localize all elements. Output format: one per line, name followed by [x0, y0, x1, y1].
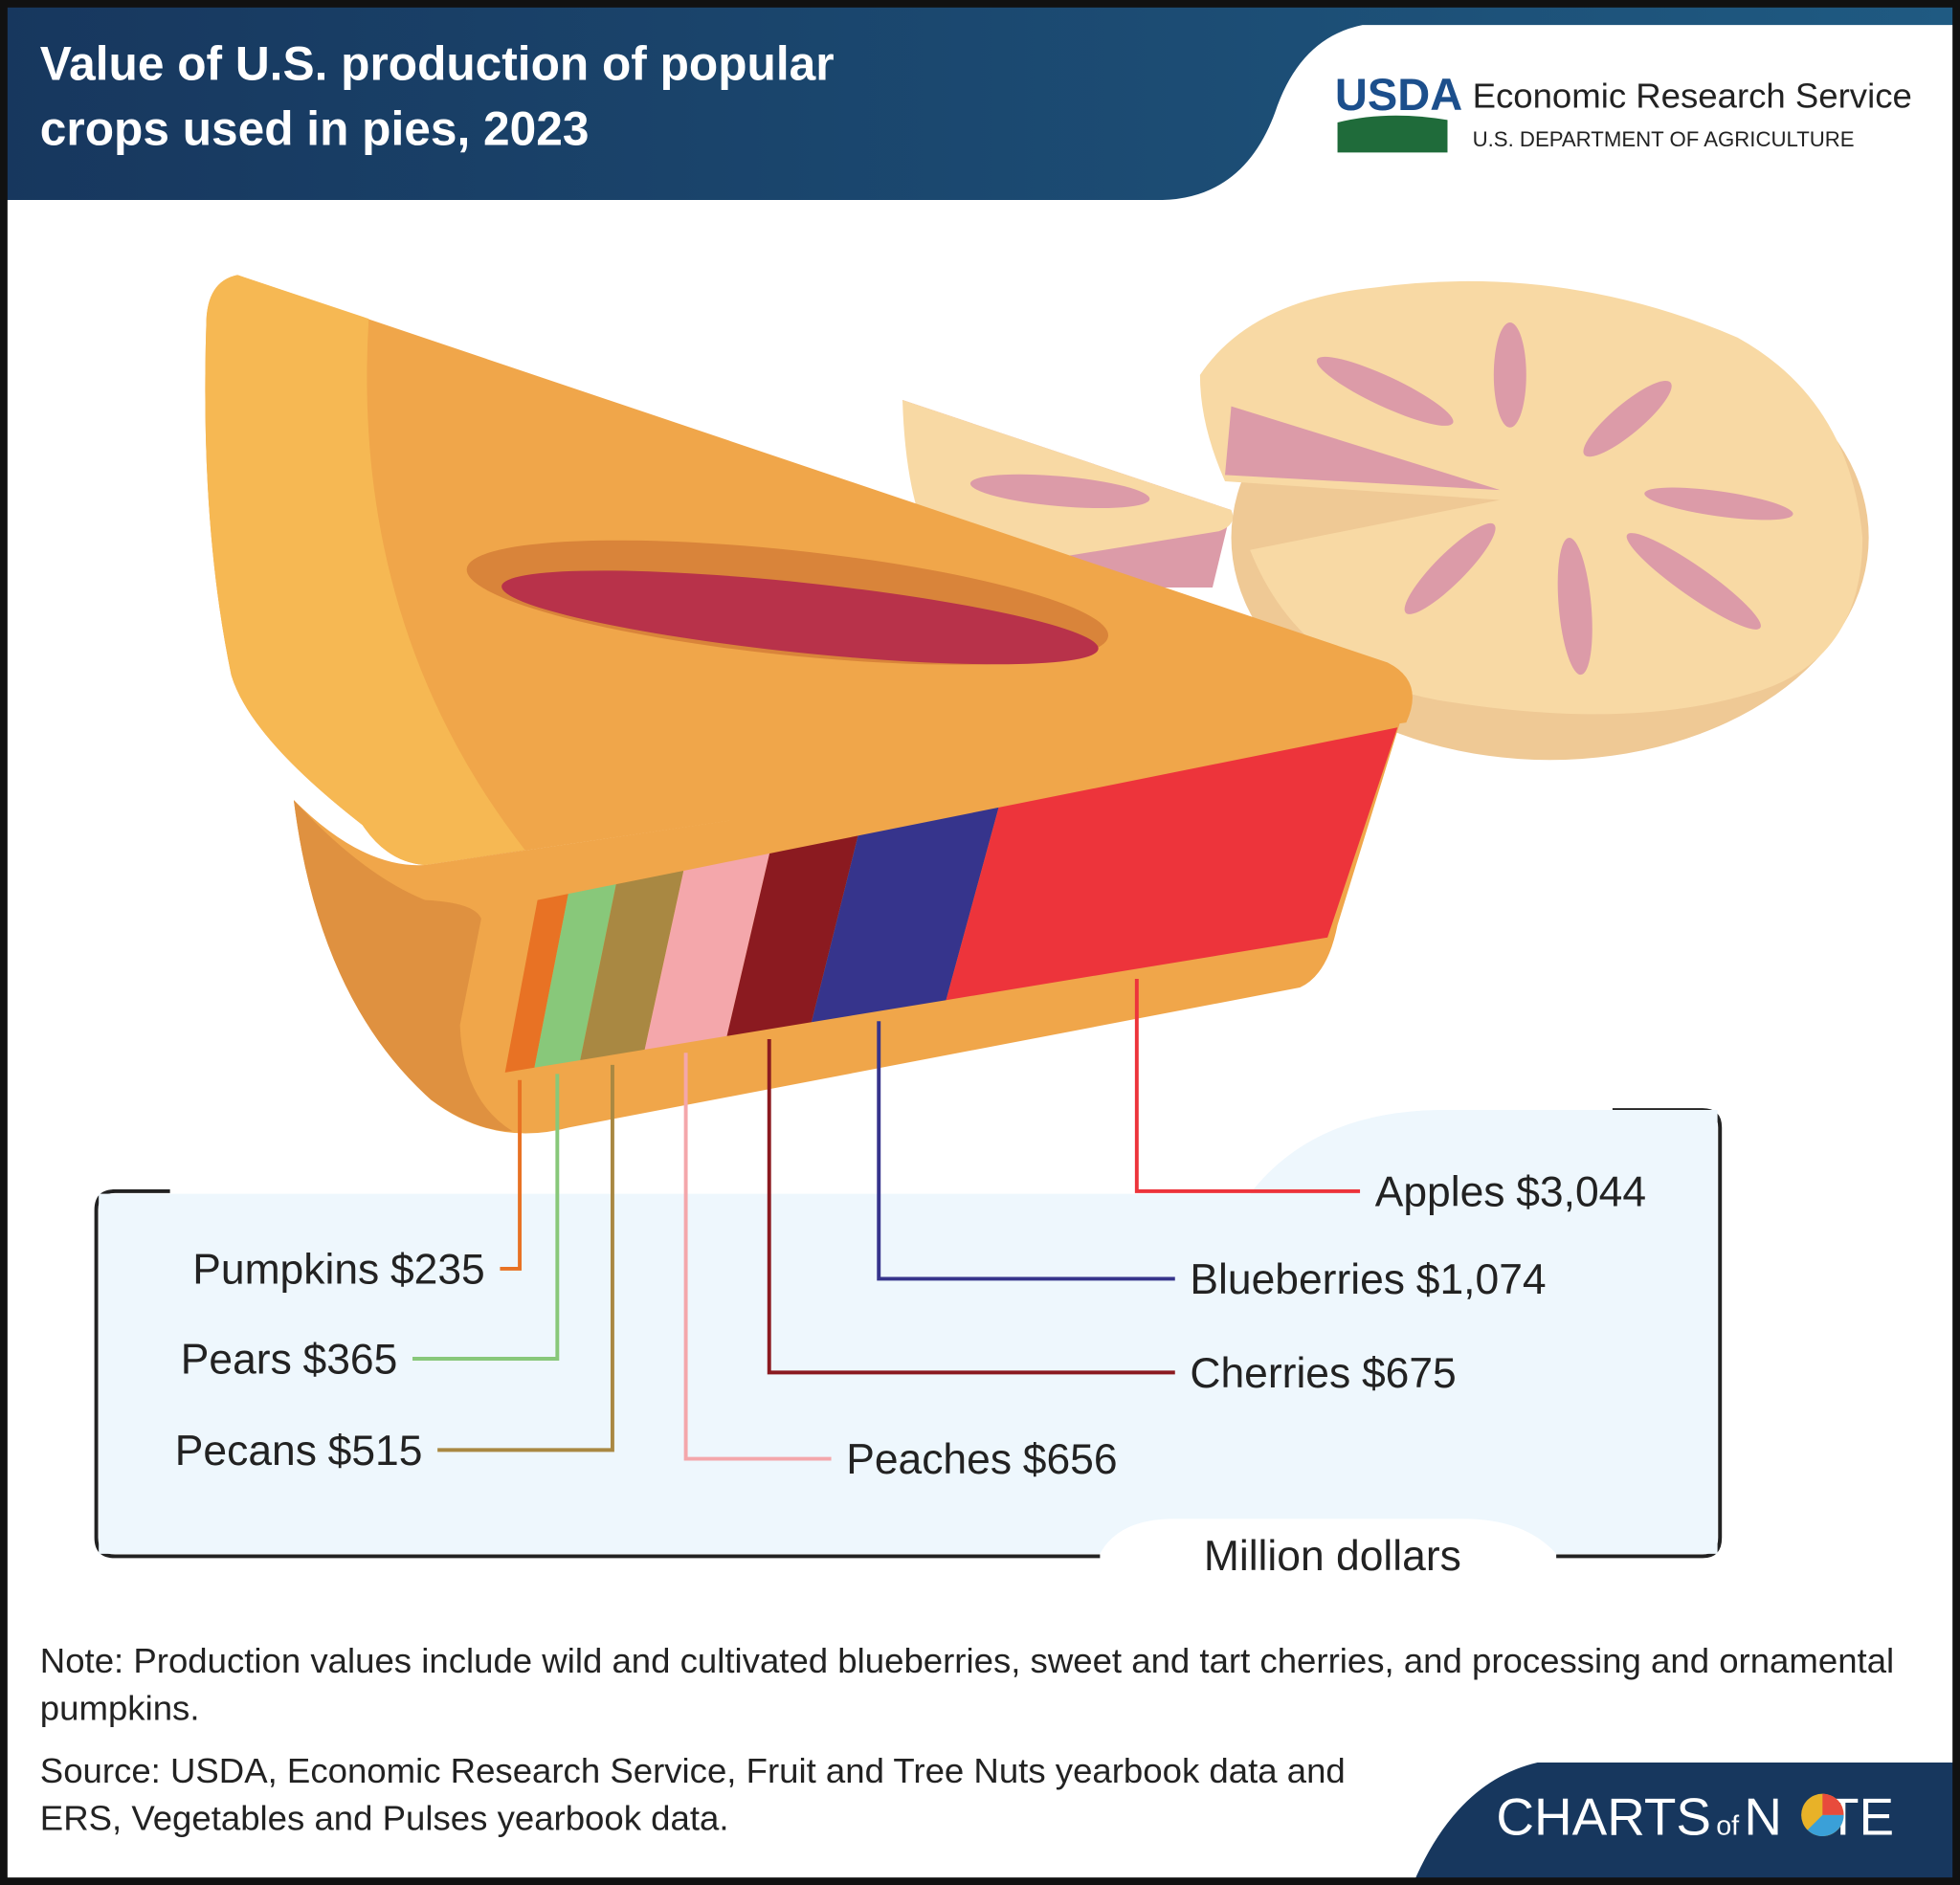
- value-label: $235: [390, 1247, 485, 1294]
- leader-line: [877, 1021, 1175, 1281]
- series-name: Peaches: [846, 1436, 1012, 1483]
- brand-word: of: [1716, 1811, 1740, 1842]
- source-box: Source: USDA, Economic Research Service,…: [39, 1751, 1346, 1838]
- segment: [946, 727, 1398, 1001]
- pie-filling: [1225, 406, 1501, 491]
- leader-line: [683, 1053, 832, 1461]
- brand-word: N: [1744, 1787, 1782, 1847]
- value-label: $3,044: [1516, 1169, 1646, 1216]
- value-label: $515: [328, 1428, 423, 1475]
- slice-side: [293, 800, 513, 1132]
- note-box: Note: Production values include wild and…: [39, 1641, 1895, 1728]
- brand-icon: [1801, 1793, 1844, 1837]
- source: Source: USDA, Economic Research Service,…: [39, 1751, 1346, 1838]
- series-name: Pumpkins: [192, 1247, 379, 1294]
- vent: [1557, 537, 1592, 676]
- title-line: Value of U.S. production of popular: [40, 37, 835, 91]
- value-label: $1,074: [1416, 1256, 1547, 1303]
- data-label: Pecans $515: [175, 1428, 423, 1475]
- data-label: Blueberries $1,074: [1190, 1256, 1546, 1303]
- segment: [811, 807, 999, 1023]
- background-pie: [1199, 280, 1869, 761]
- vent: [969, 474, 1150, 509]
- data-label: Pears $365: [181, 1337, 398, 1384]
- brand-band: [1412, 1762, 1960, 1885]
- crust-edge: [205, 275, 525, 866]
- logo-agency: Economic Research Service: [1473, 76, 1912, 115]
- logo-department: U.S. DEPARTMENT OF AGRICULTURE: [1473, 127, 1855, 151]
- slice-face: [504, 727, 1398, 1073]
- data-label: Peaches $656: [846, 1436, 1117, 1483]
- icon-part: [1822, 1793, 1844, 1815]
- icon-part: [1807, 1814, 1844, 1836]
- series-name: Apples: [1375, 1169, 1505, 1216]
- leader-line: [1134, 978, 1361, 1193]
- note: Note: Production values include wild and…: [39, 1641, 1895, 1728]
- leader-line: [500, 1079, 523, 1271]
- series-name: Pecans: [175, 1428, 317, 1475]
- vent: [1583, 380, 1672, 457]
- header-band: [0, 0, 1960, 201]
- segment: [504, 894, 568, 1073]
- logo-field: [1337, 115, 1448, 153]
- data-label: Apples $3,044: [1375, 1169, 1646, 1216]
- vent: [1404, 522, 1496, 614]
- segment: [534, 884, 616, 1068]
- title-line: crops used in pies, 2023: [40, 102, 590, 156]
- series-name: Pears: [181, 1337, 292, 1384]
- vent-inner: [501, 570, 1099, 665]
- vent: [1626, 533, 1761, 630]
- vent: [1316, 356, 1454, 426]
- title: Value of U.S. production of popular crop…: [40, 37, 848, 156]
- leader-line: [767, 1038, 1175, 1375]
- brand: CHARTS of N TE: [1496, 1787, 1894, 1847]
- segment: [726, 835, 858, 1036]
- vent: [1644, 487, 1793, 521]
- leader-line: [437, 1064, 614, 1453]
- data-label: Pumpkins $235: [192, 1247, 485, 1294]
- pie-slice: [205, 275, 1413, 1134]
- value-label: $675: [1362, 1350, 1457, 1397]
- series-name: Blueberries: [1190, 1256, 1405, 1303]
- value-label: $656: [1023, 1436, 1118, 1483]
- label-panel: [99, 1110, 1718, 1554]
- leader-line: [412, 1074, 560, 1361]
- logo-mark: USDA: [1335, 69, 1462, 120]
- brand-word: CHARTS: [1496, 1787, 1711, 1847]
- series-name: Cherries: [1190, 1350, 1350, 1397]
- data-label: Cherries $675: [1190, 1350, 1456, 1397]
- segment: [580, 870, 684, 1060]
- segment: [644, 853, 770, 1050]
- vent: [1493, 322, 1526, 428]
- unit-label: Million dollars: [1204, 1533, 1461, 1580]
- value-label: $365: [303, 1337, 398, 1384]
